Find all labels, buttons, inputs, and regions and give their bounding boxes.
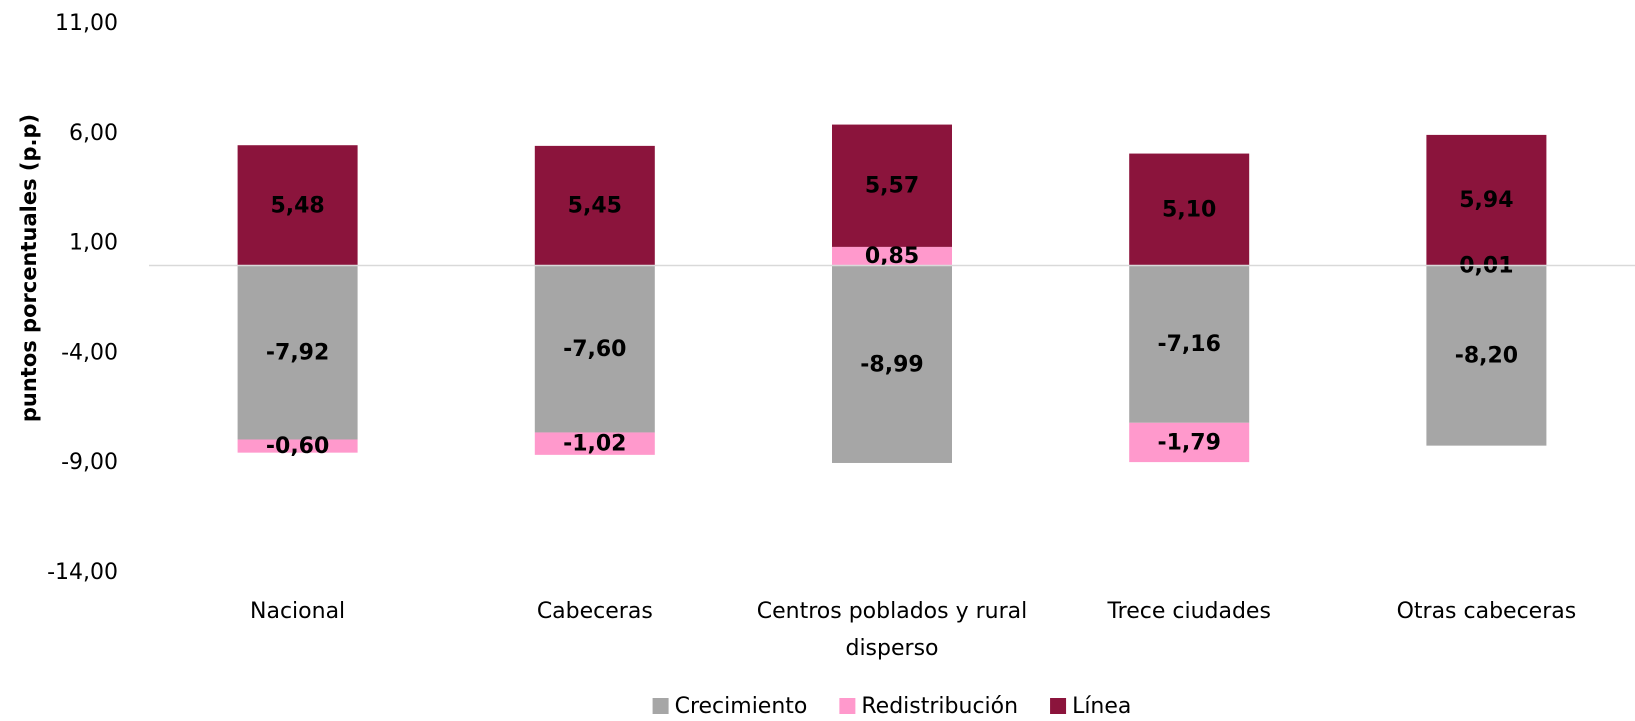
data-label: -7,92 [266,341,329,366]
x-tick-label: Otras cabeceras [1397,599,1577,624]
x-tick-label-line: Nacional [250,599,345,624]
legend-swatch [653,698,669,714]
data-label: -8,99 [860,352,923,377]
data-label: -7,60 [563,337,626,362]
legend-swatch [839,698,855,714]
legend-label: Crecimiento [675,694,808,717]
legend-label: Línea [1072,694,1131,717]
legend-label: Redistribución [861,694,1018,717]
legend: Crecimiento Redistribución Línea [653,694,1132,717]
data-label: 5,94 [1459,188,1513,213]
y-tick-label: 1,00 [69,231,118,256]
x-tick-label-line: Trece ciudades [1106,599,1271,624]
y-tick-label: -14,00 [47,560,118,585]
legend-swatch [1050,698,1066,714]
x-tick-label-line: Centros poblados y rural [757,599,1027,624]
x-tick-label-line: Otras cabeceras [1397,599,1577,624]
x-tick-label: Cabeceras [537,599,653,624]
data-label: -0,60 [266,434,329,459]
data-label: -8,20 [1455,344,1518,369]
y-tick-label: 11,00 [55,11,118,36]
data-label: -1,79 [1157,430,1220,455]
x-tick-label-line: Cabeceras [537,599,653,624]
data-label: 5,48 [270,193,324,218]
data-label: 5,10 [1162,198,1216,223]
data-label: -1,02 [563,432,626,457]
x-tick-label: Nacional [250,599,345,624]
data-label: 5,57 [865,174,919,199]
data-label: -7,16 [1157,332,1220,357]
data-label: 5,45 [568,194,622,219]
y-tick-label: -4,00 [61,340,118,365]
y-tick-label: -9,00 [61,450,118,475]
x-tick-label-line: disperso [845,636,938,661]
y-axis-title: puntos porcentuales (p.p) [17,114,41,422]
x-tick-label: Trece ciudades [1106,599,1271,624]
x-tick-label: Centros poblados y rural disperso [757,599,1027,661]
y-tick-label: 6,00 [69,121,118,146]
